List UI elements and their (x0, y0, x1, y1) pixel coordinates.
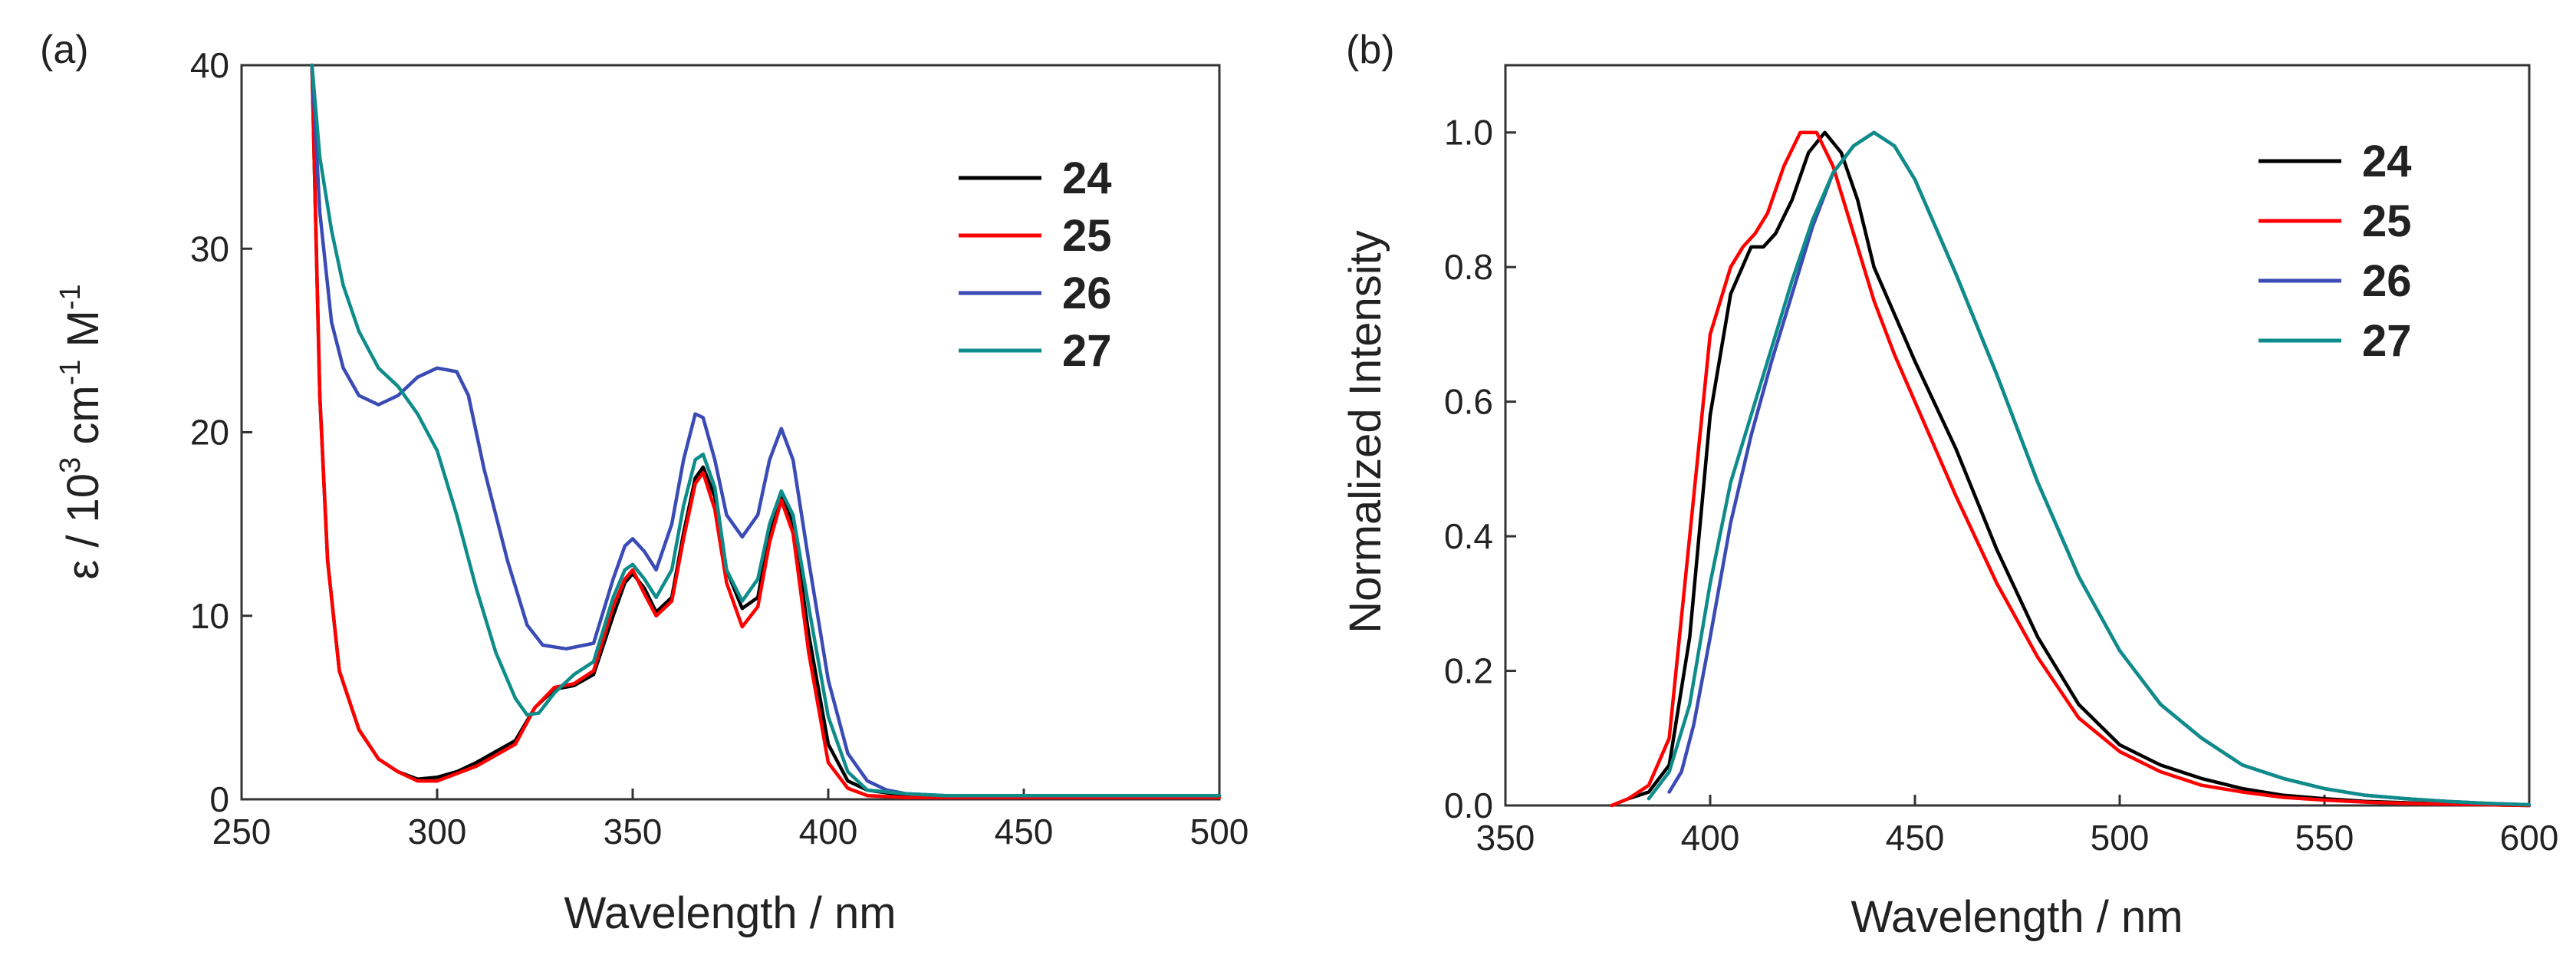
panel-a-xtick-label: 250 (212, 812, 271, 851)
panel-a-ylabel-sup2: -1 (54, 360, 87, 386)
panel-a-ylabel: ε / 103 cm-1 M-1 (54, 284, 108, 579)
panel-a-ylabel-sup3: -1 (54, 284, 87, 310)
panel-a-ytick-label: 10 (190, 596, 229, 636)
panel-a-ylabel-sup1: 3 (54, 457, 87, 473)
panel-a-series (310, 63, 1222, 799)
panel-b-ylabel: Normalized Intensity (1341, 230, 1390, 633)
panel-b-label: (b) (1346, 28, 1395, 72)
panel-a-ylabel-prefix: ε / 10 (58, 473, 108, 580)
panel-a-ylabel-mid2: M (58, 310, 108, 359)
panel-a: (a) 250 300 350 400 450 500 0 10 20 30 40 Waveleng… (40, 28, 1249, 938)
panel-b-xtick-label: 500 (2091, 818, 2150, 858)
panel-b-series (1610, 130, 2532, 808)
panel-b-xtick-label: 450 (1886, 818, 1945, 858)
legend-27-label: 27 (2362, 316, 2412, 366)
panel-a-xlabel: Wavelength / nm (564, 888, 896, 938)
series-25-line (1610, 130, 2532, 808)
panel-b-xlabel: Wavelength / nm (1851, 892, 2183, 942)
panel-b-ytick-label: 0.2 (1444, 651, 1493, 691)
panel-b-ticks: 350 400 450 500 550 600 0.0 0.2 0.4 0.6 0.8 1.0 (1444, 113, 2558, 858)
panel-b-ytick-label: 1.0 (1444, 113, 1493, 153)
legend-25-label: 25 (2362, 196, 2412, 246)
panel-a-xtick-label: 300 (408, 812, 467, 851)
panel-b-ytick-label: 0.6 (1444, 382, 1493, 422)
panel-a-ticks: 250 300 350 400 450 500 0 10 20 30 40 (190, 45, 1249, 851)
legend-27-label: 27 (1062, 326, 1112, 376)
series-27-line (1647, 130, 2532, 807)
panel-b-ytick-label: 0.0 (1444, 786, 1493, 825)
panel-b-xtick-label: 350 (1476, 818, 1535, 858)
series-27-line (310, 63, 1222, 798)
panel-b-ytick-label: 0.4 (1444, 516, 1493, 556)
series-25-line (310, 63, 1222, 799)
legend-26-label: 26 (1062, 268, 1112, 318)
panel-b-ytick-label: 0.8 (1444, 247, 1493, 287)
panel-a-xtick-label: 500 (1190, 812, 1249, 851)
panel-a-legend: 24 25 26 27 (959, 153, 1112, 376)
panel-a-ytick-label: 0 (209, 779, 229, 819)
panel-a-xtick-label: 400 (799, 812, 858, 851)
legend-26-label: 26 (2362, 256, 2412, 306)
panel-b-frame (1504, 64, 2531, 807)
series-26-line (310, 63, 1222, 798)
panel-a-xtick-label: 450 (995, 812, 1054, 851)
panel-a-ytick-label: 30 (190, 229, 229, 268)
panel-a-ylabel-mid1: cm (58, 385, 108, 456)
panel-b-xtick-label: 600 (2500, 818, 2559, 858)
panel-b: (b) 350 400 450 500 550 600 0.0 0.2 0.4 0.6 0.8 1.0… (1341, 28, 2558, 942)
panel-a-label: (a) (40, 28, 89, 72)
panel-b-xtick-label: 400 (1681, 818, 1740, 858)
panel-a-xtick-label: 350 (604, 812, 663, 851)
legend-24-label: 24 (2362, 137, 2412, 186)
legend-25-label: 25 (1062, 211, 1112, 261)
panel-a-ytick-label: 20 (190, 413, 229, 453)
panel-b-legend: 24 25 26 27 (2259, 137, 2412, 366)
panel-a-ytick-label: 40 (190, 45, 229, 85)
panel-b-xtick-label: 550 (2295, 818, 2354, 858)
legend-24-label: 24 (1062, 153, 1112, 203)
